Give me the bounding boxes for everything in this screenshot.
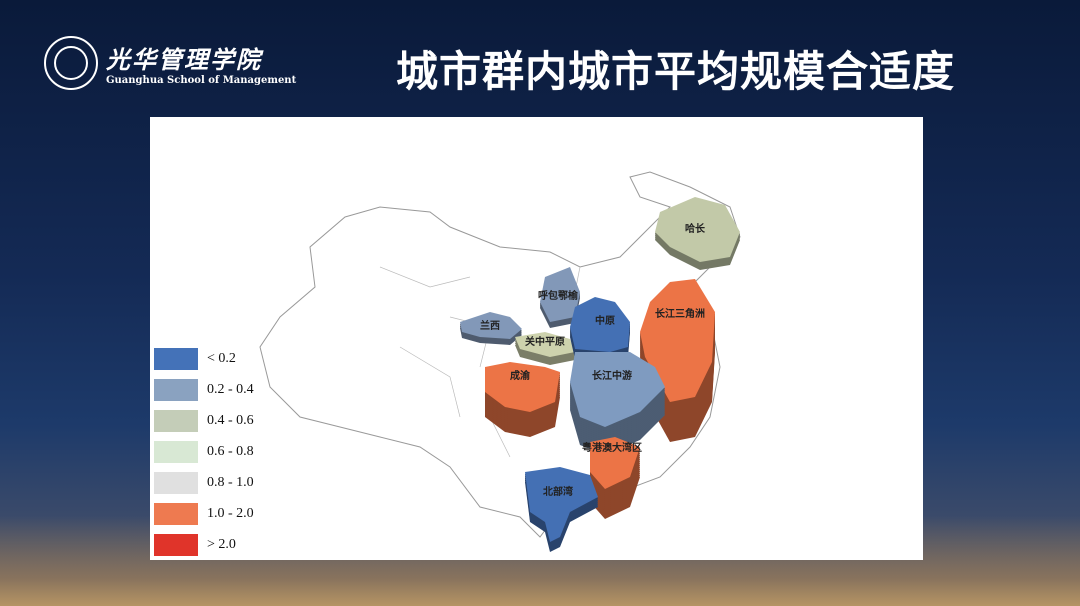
legend-swatch <box>154 440 198 463</box>
legend-item: 0.4 - 0.6 <box>154 405 254 436</box>
legend-item: 1.0 - 2.0 <box>154 498 254 529</box>
legend-item: > 2.0 <box>154 529 254 560</box>
region-9: 粤港澳大湾区 <box>582 437 642 519</box>
legend-label: 0.2 - 0.4 <box>207 381 254 397</box>
region-shape <box>540 267 580 322</box>
region-8: 长江中游 <box>570 352 665 455</box>
logo-chinese: 光华管理学院 <box>106 45 262 74</box>
legend-label: 1.0 - 2.0 <box>207 505 254 521</box>
legend-item: 0.6 - 0.8 <box>154 436 254 467</box>
region-shape <box>485 362 560 412</box>
china-outline <box>259 171 741 538</box>
region-label: 长江三角洲 <box>655 307 705 320</box>
region-2: 呼包鄂榆 <box>538 267 580 328</box>
region-shape <box>515 332 575 357</box>
region-shape <box>590 437 640 489</box>
legend-swatch <box>154 347 198 370</box>
region-label: 粤港澳大湾区 <box>582 441 642 454</box>
region-label: 兰西 <box>480 319 500 332</box>
legend-label: 0.6 - 0.8 <box>207 443 254 459</box>
legend-swatch <box>154 409 198 432</box>
region-5: 中原 <box>570 297 630 362</box>
logo: 光华管理学院 Guanghua School of Management <box>44 36 296 90</box>
legend-label: 0.8 - 1.0 <box>207 474 254 490</box>
region-label: 北部湾 <box>543 485 573 498</box>
region-4: 关中平原 <box>515 332 575 365</box>
region-7: 成渝 <box>485 362 560 437</box>
legend-label: > 2.0 <box>207 536 236 552</box>
region-label: 呼包鄂榆 <box>538 289 579 302</box>
logo-english: Guanghua School of Management <box>106 75 297 86</box>
region-shape <box>655 197 740 262</box>
university-seal-icon <box>44 36 98 90</box>
region-label: 关中平原 <box>525 335 565 348</box>
map-panel: 哈长呼包鄂榆兰西关中平原 中原 长江三角洲成渝 长江中游粤港澳大湾区北部湾 < 0.2… <box>150 117 923 560</box>
legend-label: < 0.2 <box>207 350 236 366</box>
region-10: 北部湾 <box>525 467 598 552</box>
legend-swatch <box>154 471 198 494</box>
legend-label: 0.4 - 0.6 <box>207 412 254 428</box>
region-label: 哈长 <box>685 222 706 235</box>
legend-item: 0.8 - 1.0 <box>154 467 254 498</box>
region-shape <box>460 312 522 339</box>
legend-item: 0.2 - 0.4 <box>154 374 254 405</box>
legend-swatch <box>154 502 198 525</box>
region-3: 兰西 <box>460 312 522 345</box>
region-1: 哈长 <box>655 197 740 270</box>
legend: < 0.2 0.2 - 0.4 0.4 - 0.6 0.6 - 0.8 0.8 … <box>154 343 254 560</box>
region-label: 长江中游 <box>592 369 632 382</box>
region-label: 中原 <box>595 314 615 327</box>
legend-swatch <box>154 533 198 556</box>
region-label: 成渝 <box>510 369 531 382</box>
region-shape <box>570 297 630 352</box>
slide-title: 城市群内城市平均规模合适度 <box>396 47 956 96</box>
region-shape <box>640 279 715 402</box>
legend-swatch <box>154 378 198 401</box>
legend-item: < 0.2 <box>154 343 254 374</box>
region-shape <box>525 467 598 542</box>
region-shape <box>570 352 665 427</box>
